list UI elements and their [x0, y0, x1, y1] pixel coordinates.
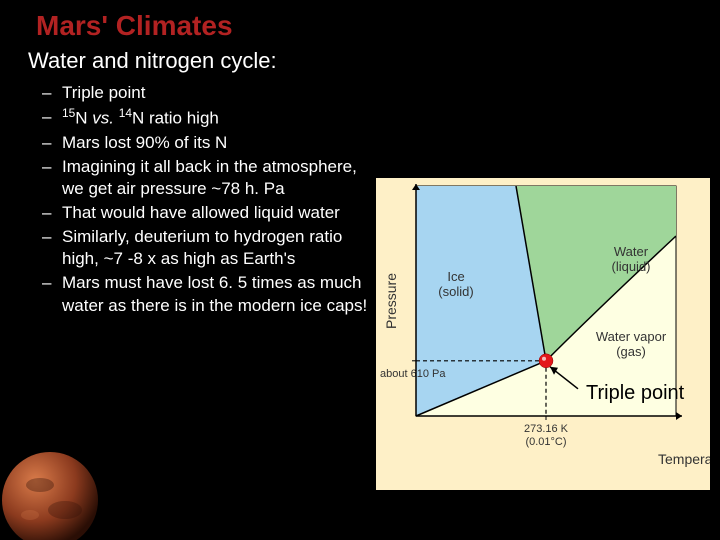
bullet-text: Triple point: [62, 83, 145, 102]
phase-diagram: Triple point Ice(solid) Water(liquid) Water…: [376, 178, 710, 490]
bullet-text: Imagining it all back in the atmosphere,…: [62, 157, 357, 198]
svg-text:Triple point: Triple point: [586, 382, 685, 404]
bullet-item: Triple point: [62, 82, 368, 104]
bullet-list: Triple point 15N vs. 14N ratio high Mars…: [0, 82, 368, 319]
bullet-text: N ratio high: [132, 109, 219, 128]
svg-text:Temperature: Temperature: [658, 451, 710, 467]
bullet-item: Mars must have lost 6. 5 times as much w…: [62, 272, 368, 316]
svg-text:Pressure: Pressure: [383, 273, 399, 329]
bullet-text: Mars must have lost 6. 5 times as much w…: [62, 273, 367, 314]
svg-text:(liquid): (liquid): [611, 259, 650, 274]
svg-text:(0.01°C): (0.01°C): [525, 436, 566, 448]
bullet-item: Similarly, deuterium to hydrogen ratio h…: [62, 226, 368, 270]
svg-text:(solid): (solid): [438, 284, 473, 299]
superscript: 15: [62, 106, 75, 120]
svg-text:Ice: Ice: [447, 269, 464, 284]
bullet-text: Similarly, deuterium to hydrogen ratio h…: [62, 227, 342, 268]
bullet-item: Mars lost 90% of its N: [62, 132, 368, 154]
svg-text:Water: Water: [614, 244, 649, 259]
superscript: 14: [119, 106, 132, 120]
svg-text:273.16 K: 273.16 K: [524, 423, 569, 435]
bullet-item: That would have allowed liquid water: [62, 202, 368, 224]
bullet-item: 15N vs. 14N ratio high: [62, 106, 368, 130]
svg-text:Water vapor: Water vapor: [596, 329, 667, 344]
slide-title: Mars' Climates: [0, 0, 720, 48]
svg-text:(gas): (gas): [616, 344, 646, 359]
bullet-text: Mars lost 90% of its N: [62, 133, 227, 152]
bullet-text: That would have allowed liquid water: [62, 203, 340, 222]
mars-planet-icon: [0, 440, 100, 540]
slide-subtitle: Water and nitrogen cycle:: [0, 48, 720, 82]
svg-text:about 610 Pa: about 610 Pa: [380, 368, 446, 380]
bullet-text: N: [75, 109, 92, 128]
bullet-item: Imagining it all back in the atmosphere,…: [62, 156, 368, 200]
italic-text: vs.: [92, 109, 114, 128]
